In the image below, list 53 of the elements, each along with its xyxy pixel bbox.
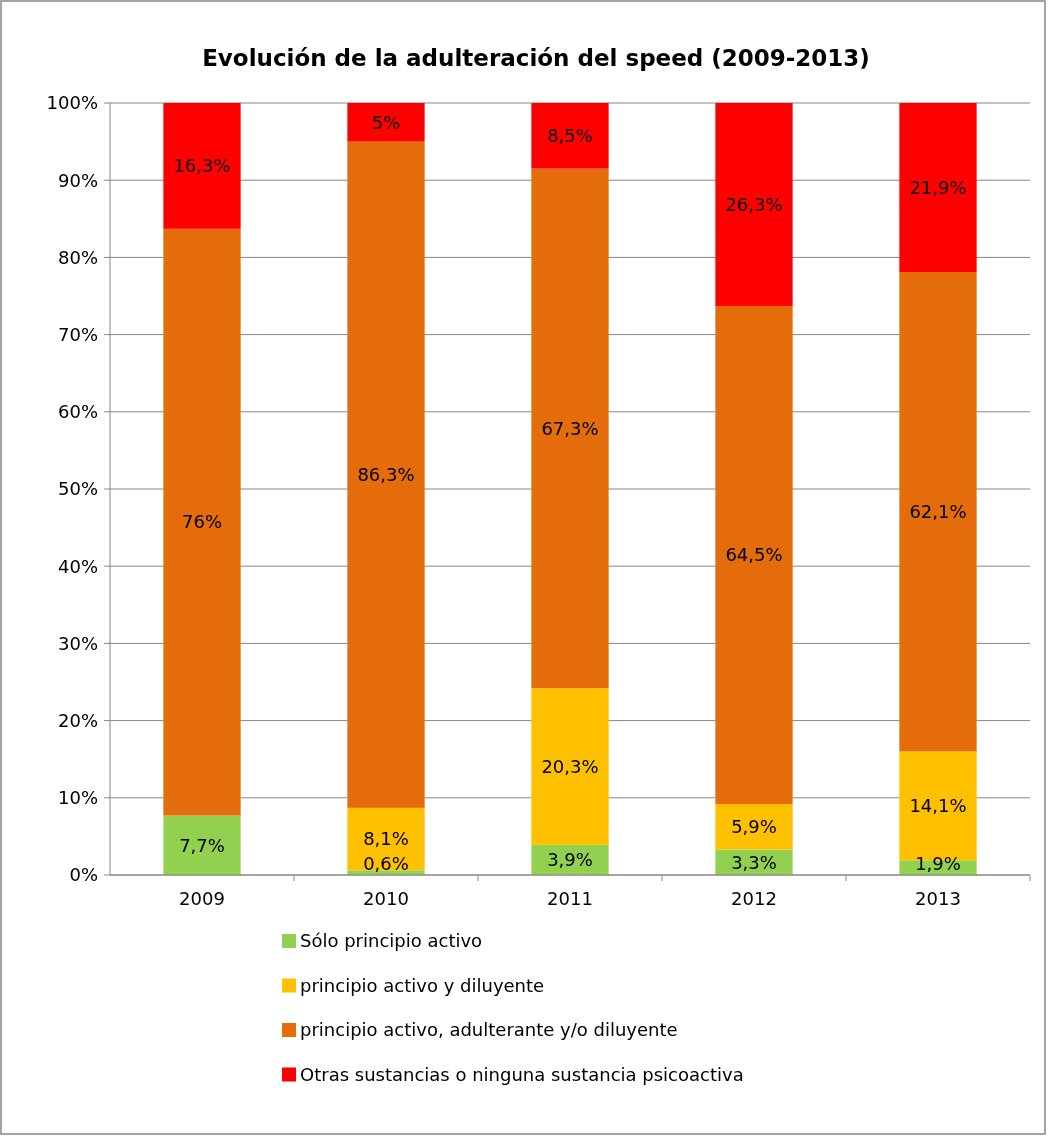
y-tick-label: 10% <box>57 787 98 809</box>
bar <box>899 272 977 752</box>
data-label: 21,9% <box>909 176 967 198</box>
data-label: 64,5% <box>725 544 783 566</box>
bar <box>715 803 793 850</box>
bar <box>715 103 793 307</box>
legend-label: principio activo, adulterante y/o diluyente <box>300 1019 678 1041</box>
legend-label: principio activo y diluyente <box>300 974 545 996</box>
x-tick-label: 2013 <box>915 888 961 909</box>
bar <box>531 688 609 845</box>
legend-label: Otras sustancias o ninguna sustancia psicoactiva <box>300 1063 744 1085</box>
data-label: 86,3% <box>357 464 415 486</box>
data-label: 16,3% <box>173 155 231 177</box>
data-label: 20,3% <box>541 755 599 777</box>
data-label: 76% <box>181 511 223 533</box>
data-label: 8,5% <box>547 125 593 147</box>
y-tick-label: 20% <box>57 709 98 731</box>
x-tick-label: 2010 <box>363 888 409 909</box>
x-tick-label: 2009 <box>179 888 225 909</box>
y-tick-label: 30% <box>57 632 98 654</box>
y-tick-label: 40% <box>57 555 98 577</box>
bar <box>899 103 977 273</box>
bar <box>347 103 425 142</box>
bar <box>715 306 793 804</box>
bar <box>347 141 425 808</box>
bar <box>163 103 241 229</box>
y-tick-label: 60% <box>57 401 98 423</box>
data-label: 3,9% <box>547 849 593 871</box>
y-tick-label: 80% <box>57 246 98 268</box>
data-label: 14,1% <box>909 795 967 817</box>
data-label: 7,7% <box>179 834 225 856</box>
chart-title: Evolución de la adulteración del speed (2009-2013) <box>202 45 870 71</box>
data-label: 26,3% <box>725 193 783 215</box>
y-tick-label: 90% <box>57 169 98 191</box>
data-label: 8,1% <box>363 828 409 850</box>
data-label: 62,1% <box>909 501 967 523</box>
data-label: 5,9% <box>731 816 777 838</box>
data-label: 3,3% <box>731 851 777 873</box>
bar <box>531 168 609 689</box>
bar <box>531 103 609 169</box>
y-tick-label: 50% <box>57 478 98 500</box>
x-tick-label: 2012 <box>731 888 777 909</box>
data-label: 5% <box>371 111 401 133</box>
data-label: 67,3% <box>541 417 599 439</box>
data-label: 1,9% <box>915 853 961 875</box>
y-tick-label: 0% <box>69 864 98 886</box>
bar <box>163 815 241 875</box>
y-tick-label: 70% <box>57 323 98 345</box>
legend-label: Sólo principio activo <box>300 930 483 952</box>
data-label: 0,6% <box>363 853 409 875</box>
x-tick-label: 2011 <box>547 888 593 909</box>
y-tick-label: 100% <box>46 92 98 114</box>
bar <box>163 228 241 816</box>
